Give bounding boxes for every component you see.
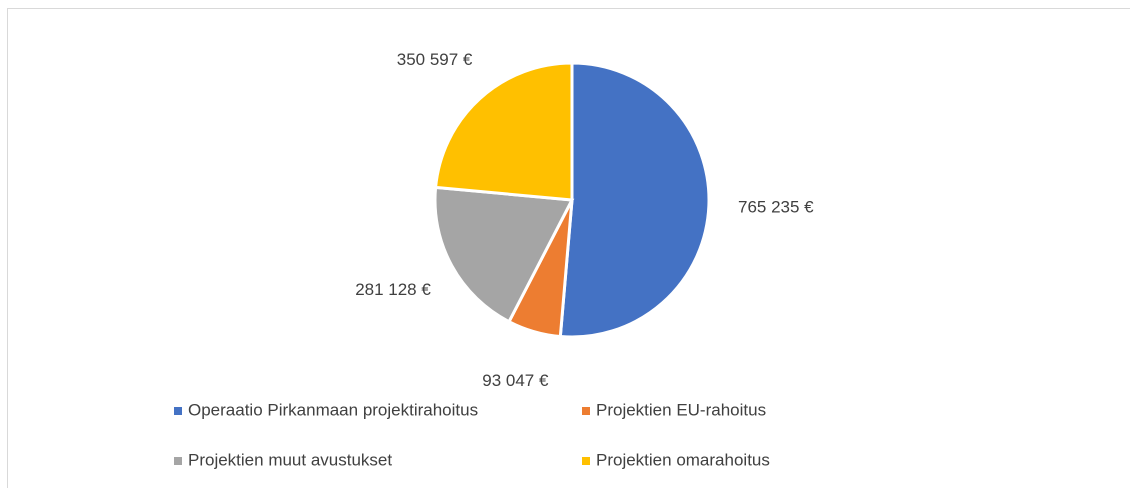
legend-swatch <box>174 407 182 415</box>
legend-label: Operaatio Pirkanmaan projektirahoitus <box>188 400 478 419</box>
legend-swatch <box>582 407 590 415</box>
legend-swatch <box>174 457 182 465</box>
chart-border <box>7 8 1130 488</box>
data-label: 281 128 € <box>355 280 431 299</box>
data-label: 350 597 € <box>397 50 473 69</box>
legend-swatch <box>582 457 590 465</box>
legend-label: Projektien omarahoitus <box>596 450 770 469</box>
legend-label: Projektien muut avustukset <box>188 450 392 469</box>
pie-slice <box>433 61 574 202</box>
pie-slice <box>433 185 575 324</box>
data-label: 93 047 € <box>482 371 549 390</box>
data-label: 765 235 € <box>738 198 814 217</box>
pie-slice <box>558 61 711 339</box>
legend-label: Projektien EU-rahoitus <box>596 400 766 419</box>
